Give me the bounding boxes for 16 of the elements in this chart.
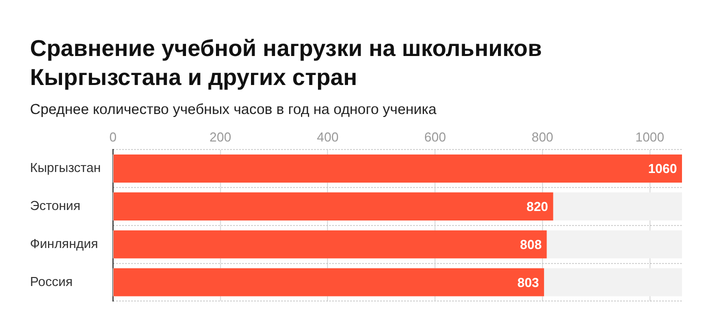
x-tick-label: 1000: [635, 129, 664, 144]
y-tick-label: Россия: [30, 274, 73, 289]
x-tick-label: 400: [316, 129, 339, 144]
chart-title: Сравнение учебной нагрузки на школьников Кыргызстана и других стран: [30, 34, 543, 92]
data-label: 808: [520, 236, 542, 252]
x-tick-label: 800: [532, 129, 554, 144]
data-label: 803: [517, 274, 540, 290]
chart-subtitle: Среднее количество учебных часов в год на одного ученика: [30, 102, 436, 118]
y-tick-label: Финляндия: [30, 236, 98, 251]
y-tick-label: Эстония: [30, 198, 80, 214]
data-label: 820: [526, 199, 548, 214]
x-tick-label: 200: [210, 129, 232, 144]
x-tick-label: 600: [424, 129, 446, 144]
y-tick-label: Кыргызстан: [30, 160, 101, 176]
x-tick-label: 0: [109, 129, 117, 144]
data-label: 1060: [648, 161, 677, 176]
